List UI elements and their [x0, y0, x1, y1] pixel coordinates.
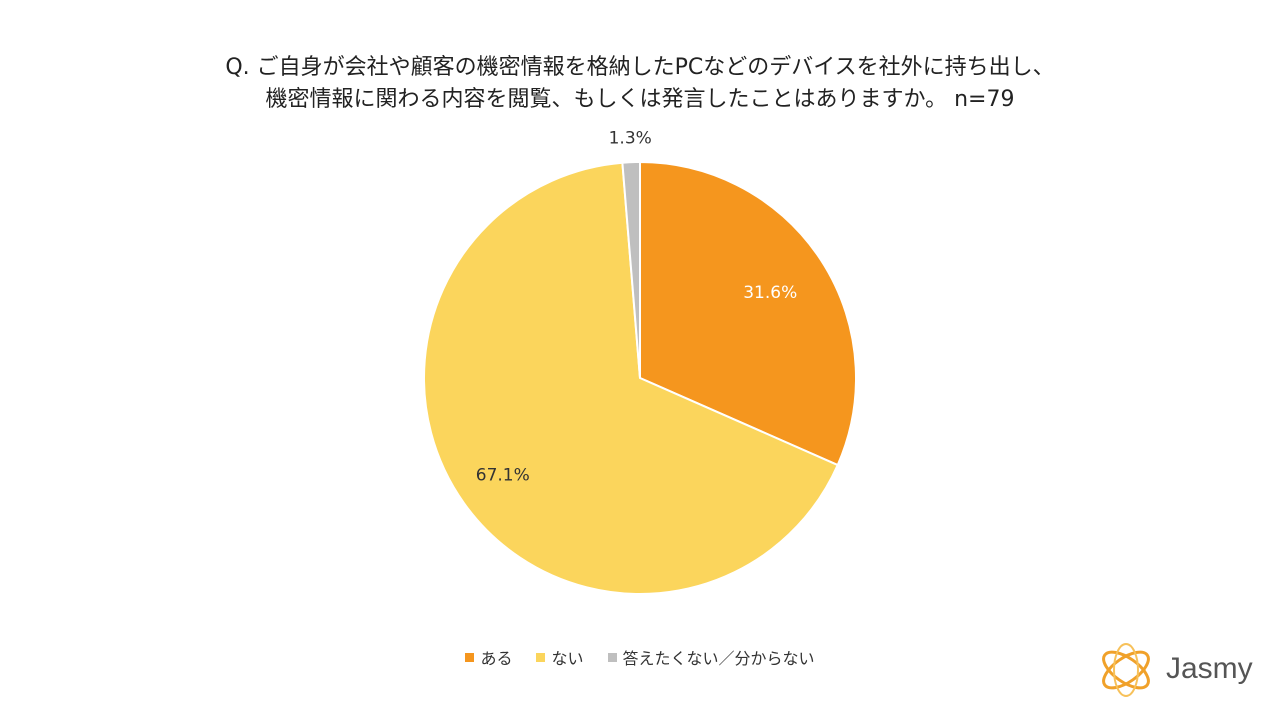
chart-title-line-1: Q. ご自身が会社や顧客の機密情報を格納したPCなどのデバイスを社外に持ち出し、 — [225, 55, 1055, 80]
pie-slice-3 — [621, 160, 641, 379]
jasmy-logo-text: Jasmy — [1166, 652, 1253, 685]
chart-title: Q. ご自身が会社や顧客の機密情報を格納したPCなどのデバイスを社外に持ち出し、… — [0, 52, 1280, 116]
legend-swatch — [465, 652, 475, 662]
legend-item-2: ない — [536, 645, 584, 669]
chart-title-line-2: 機密情報に関わる内容を閲覧、もしくは発言したことはありますか。 n=79 — [265, 87, 1015, 112]
pie-data-label-3: 1.3% — [609, 128, 652, 148]
legend-label: ある — [480, 649, 513, 668]
jasmy-logo: Jasmy — [1088, 630, 1268, 710]
pie-slice-1 — [639, 160, 857, 467]
legend-swatch — [607, 652, 617, 662]
pie-slice-2 — [423, 161, 840, 595]
legend-swatch — [536, 652, 546, 662]
legend-item-3: 答えたくない／分からない — [607, 645, 815, 669]
legend-label: ない — [551, 649, 584, 668]
jasmy-logo-mark-icon — [1102, 643, 1150, 697]
pie-data-label-2: 67.1% — [476, 466, 530, 486]
pie-data-label-1: 31.6% — [743, 283, 797, 303]
chart-legend: ある ない 答えたくない／分からない — [0, 645, 1280, 669]
legend-item-1: ある — [465, 645, 512, 669]
legend-label: 答えたくない／分からない — [622, 649, 815, 668]
